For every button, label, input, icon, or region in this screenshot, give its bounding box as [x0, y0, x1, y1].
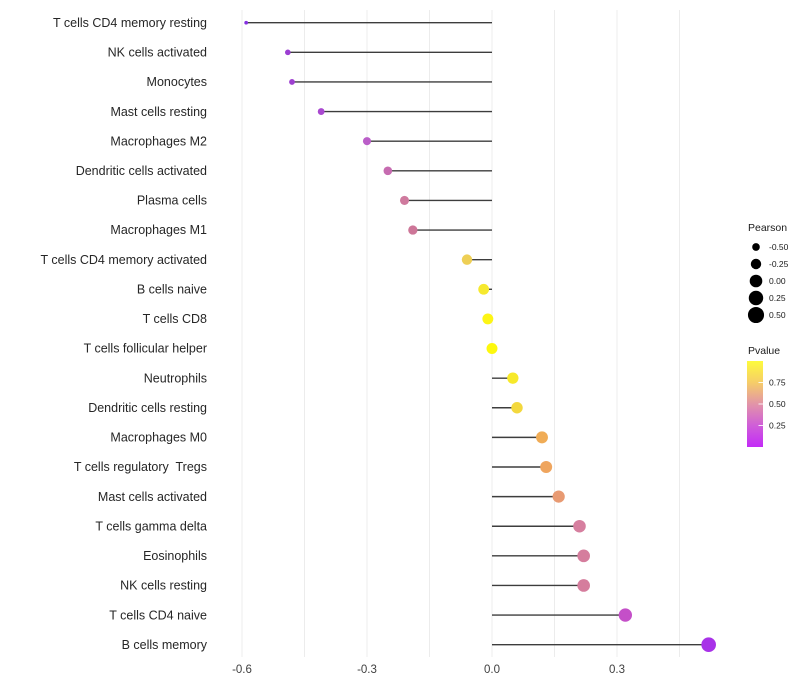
row-label: Monocytes — [147, 75, 207, 89]
row-label: B cells naive — [137, 282, 207, 296]
row-label: T cells CD4 memory activated — [41, 253, 208, 267]
row-label: Neutrophils — [144, 371, 207, 385]
lollipop-dot — [540, 461, 553, 473]
legend-pearson-label: 0.50 — [769, 310, 786, 320]
lollipop-dot — [486, 343, 498, 354]
legend-pearson-title: Pearson — [748, 222, 787, 234]
row-label: Eosinophils — [143, 549, 207, 563]
lollipop-dot — [577, 549, 590, 563]
lollipop-dot — [511, 402, 523, 414]
lollipop-dot — [552, 490, 565, 503]
row-label: B cells memory — [122, 638, 208, 652]
row-label: Macrophages M1 — [110, 223, 207, 237]
legend-pvalue-tick-label: 0.75 — [769, 378, 786, 388]
lollipop-dot — [362, 137, 372, 146]
row-label: NK cells activated — [108, 46, 207, 60]
legend-pvalue-tick-label: 0.25 — [769, 421, 786, 431]
lollipop-dot — [317, 108, 325, 115]
lollipop-dot — [461, 254, 473, 265]
lollipop-dot — [244, 20, 249, 25]
lollipop-dot — [482, 313, 494, 325]
row-label: T cells gamma delta — [95, 519, 207, 533]
row-label: Mast cells activated — [98, 490, 207, 504]
lollipop-dot — [507, 372, 519, 384]
row-label: Macrophages M2 — [110, 134, 207, 148]
lollipop-dot — [536, 431, 548, 444]
legend-pearson-label: 0.00 — [769, 276, 786, 286]
row-label: Mast cells resting — [110, 105, 207, 119]
row-label: Dendritic cells resting — [88, 401, 207, 415]
row-label: T cells CD4 naive — [109, 608, 207, 622]
lollipop-dot — [289, 79, 295, 85]
lollipop-dot — [577, 579, 590, 592]
row-label: NK cells resting — [120, 579, 207, 593]
legend-pearson-dot — [752, 243, 760, 251]
lollipop-dot — [399, 195, 410, 205]
lollipop-dot — [408, 225, 418, 235]
legend-pearson-label: 0.25 — [769, 293, 786, 303]
lollipop-dot — [618, 608, 632, 622]
legend-pvalue-title: Pvalue — [748, 345, 780, 357]
lollipop-dot — [573, 519, 586, 533]
lollipop-dot — [701, 637, 716, 653]
lollipop-dot — [478, 283, 490, 295]
lollipop-dot — [383, 166, 393, 176]
legend-pvalue-tick-label: 0.50 — [769, 399, 786, 409]
x-tick-label: -0.3 — [357, 664, 377, 676]
legend-pearson-dot — [749, 274, 763, 288]
row-label: T cells regulatory Tregs — [74, 460, 207, 474]
x-tick-label: -0.6 — [232, 664, 252, 676]
row-label: T cells CD4 memory resting — [53, 16, 207, 30]
legend-pearson-dot — [748, 290, 764, 306]
x-tick-label: 0.0 — [484, 664, 500, 676]
lollipop-dot — [285, 49, 291, 56]
legend-pearson-label: -0.50 — [769, 242, 789, 252]
row-label: T cells CD8 — [143, 312, 207, 326]
legend-pearson-dot — [750, 258, 762, 270]
row-label: Plasma cells — [137, 194, 207, 208]
row-label: T cells follicular helper — [84, 342, 207, 356]
legend-pearson-dot — [747, 306, 765, 324]
x-tick-label: 0.3 — [609, 664, 625, 676]
legend-pearson-label: -0.25 — [769, 259, 789, 269]
row-label: Dendritic cells activated — [76, 164, 207, 178]
row-label: Macrophages M0 — [110, 431, 207, 445]
